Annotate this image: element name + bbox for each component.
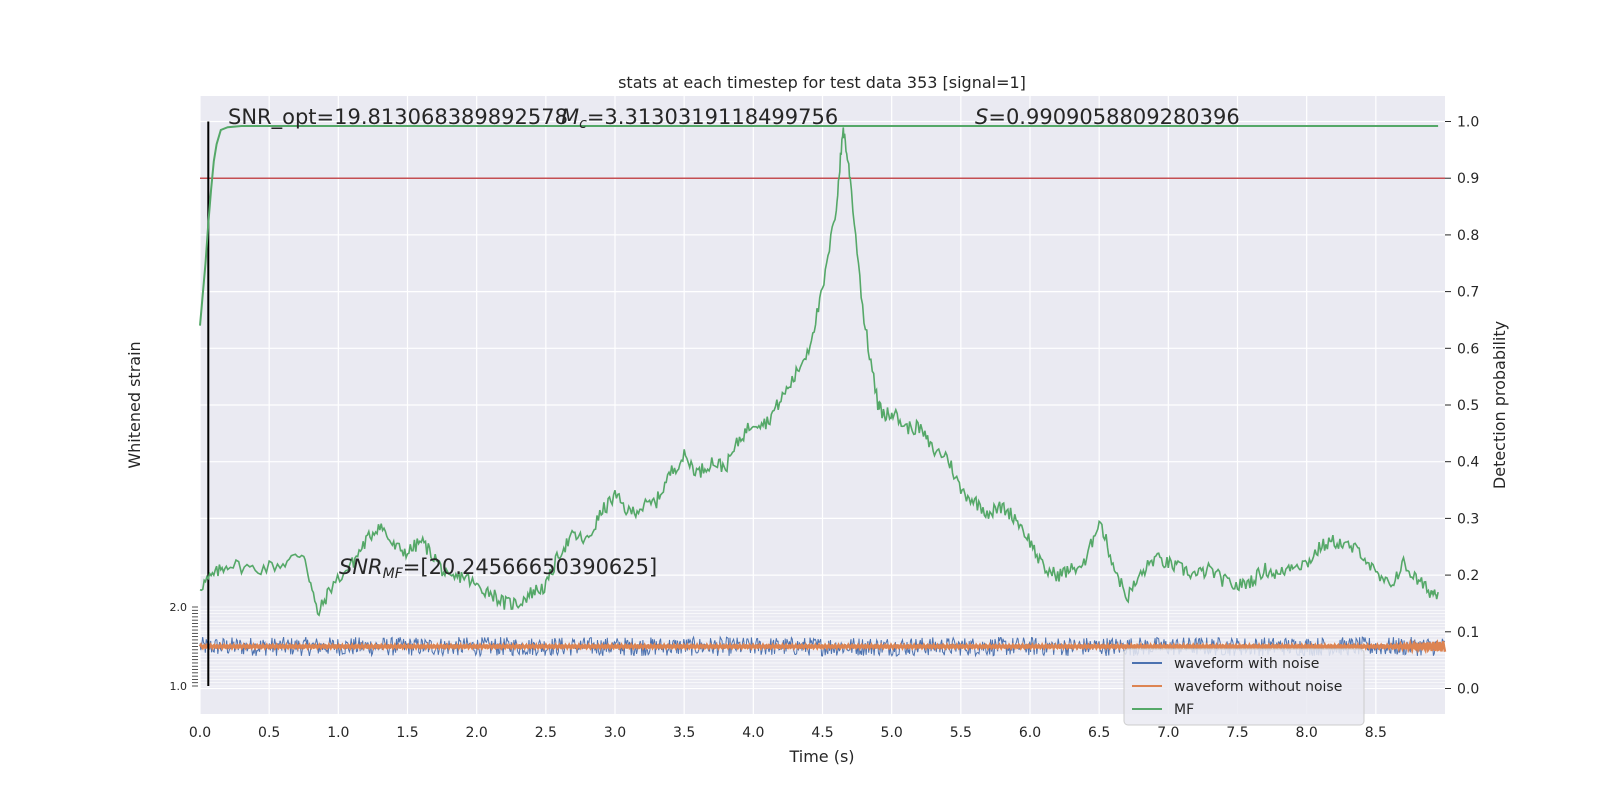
right-tick-label: 0.9	[1457, 171, 1479, 187]
right-tick-label: 0.1	[1457, 625, 1479, 641]
right-tick-label: 0.0	[1457, 681, 1479, 697]
snr-opt-annotation: SNR_opt=19.813068389892578	[228, 105, 568, 130]
x-tick-label: 5.5	[950, 725, 972, 741]
x-tick-label: 2.0	[466, 725, 488, 741]
right-tick-label: 0.2	[1457, 568, 1479, 584]
x-tick-label: 2.5	[535, 725, 557, 741]
probability-series-layer	[199, 121, 1445, 686]
snr-mf-value: =[20.24566650390625]	[403, 555, 657, 579]
chirp-mass-symbol: M	[561, 105, 579, 129]
x-tick-label: 1.5	[396, 725, 418, 741]
mf-line	[199, 125, 1439, 326]
snr-mf-annotation: SNRMF=[20.24566650390625]	[339, 555, 657, 582]
x-tick-label: 0.0	[189, 725, 211, 741]
x-tick-label: 6.5	[1088, 725, 1110, 741]
chirp-mass-subscript: c	[579, 116, 587, 132]
right-tick-label: 0.4	[1457, 455, 1479, 471]
chirp-mass-value: =3.3130319118499756	[587, 105, 838, 129]
x-tick-label: 4.0	[742, 725, 764, 741]
right-tick-label: 0.5	[1457, 398, 1479, 414]
left-tick-label: 1.0	[170, 680, 188, 693]
x-tick-label: 3.5	[673, 725, 695, 741]
s-value: =0.9909058809280396	[988, 105, 1239, 129]
legend-box	[1123, 648, 1365, 726]
right-axis-label: Detection probability	[1490, 321, 1509, 489]
x-tick-label: 5.0	[881, 725, 903, 741]
snr-mf-subscript: MF	[383, 566, 404, 582]
x-tick-label: 7.5	[1226, 725, 1248, 741]
waveform-without-noise-line	[198, 638, 1447, 655]
strain-series-layer	[198, 635, 1447, 658]
x-tick-label: 7.0	[1157, 725, 1179, 741]
legend-label-clean: waveform without noise	[1174, 679, 1342, 695]
legend-label-mf: MF	[1174, 702, 1194, 718]
x-axis-label: Time (s)	[788, 747, 854, 766]
x-tick-label: 1.0	[327, 725, 349, 741]
s-annotation: S=0.9909058809280396	[975, 105, 1240, 129]
detection-probability-line	[199, 127, 1439, 617]
left-axis-label: Whitened strain	[125, 341, 144, 468]
x-tick-label: 4.5	[811, 725, 833, 741]
x-tick-label: 3.0	[604, 725, 626, 741]
s-symbol: S	[975, 105, 988, 129]
x-tick-label: 8.5	[1365, 725, 1387, 741]
x-tick-label: 8.0	[1296, 725, 1318, 741]
legend: waveform with noise waveform without noi…	[1123, 648, 1365, 726]
x-tick-label: 0.5	[258, 725, 280, 741]
tick-labels-layer: 0.0 0.5 1.0 1.5 2.0 2.5 3.0 3.5 4.0 4.5 5.0 5.5 6.0 6…	[170, 115, 1480, 741]
right-tick-label: 0.3	[1457, 511, 1479, 527]
chirp-mass-annotation: Mc=3.3130319118499756	[561, 105, 838, 132]
legend-label-noise: waveform with noise	[1174, 656, 1319, 672]
snr-mf-symbol: SNR	[339, 555, 383, 579]
x-tick-label: 6.0	[1019, 725, 1041, 741]
right-tick-label: 1.0	[1457, 115, 1479, 131]
chart-title: stats at each timestep for test data 353…	[618, 73, 1026, 92]
right-tick-label: 0.8	[1457, 228, 1479, 244]
right-tick-label: 0.7	[1457, 285, 1479, 301]
left-tick-label: 2.0	[170, 601, 188, 614]
right-tick-label: 0.6	[1457, 341, 1479, 357]
